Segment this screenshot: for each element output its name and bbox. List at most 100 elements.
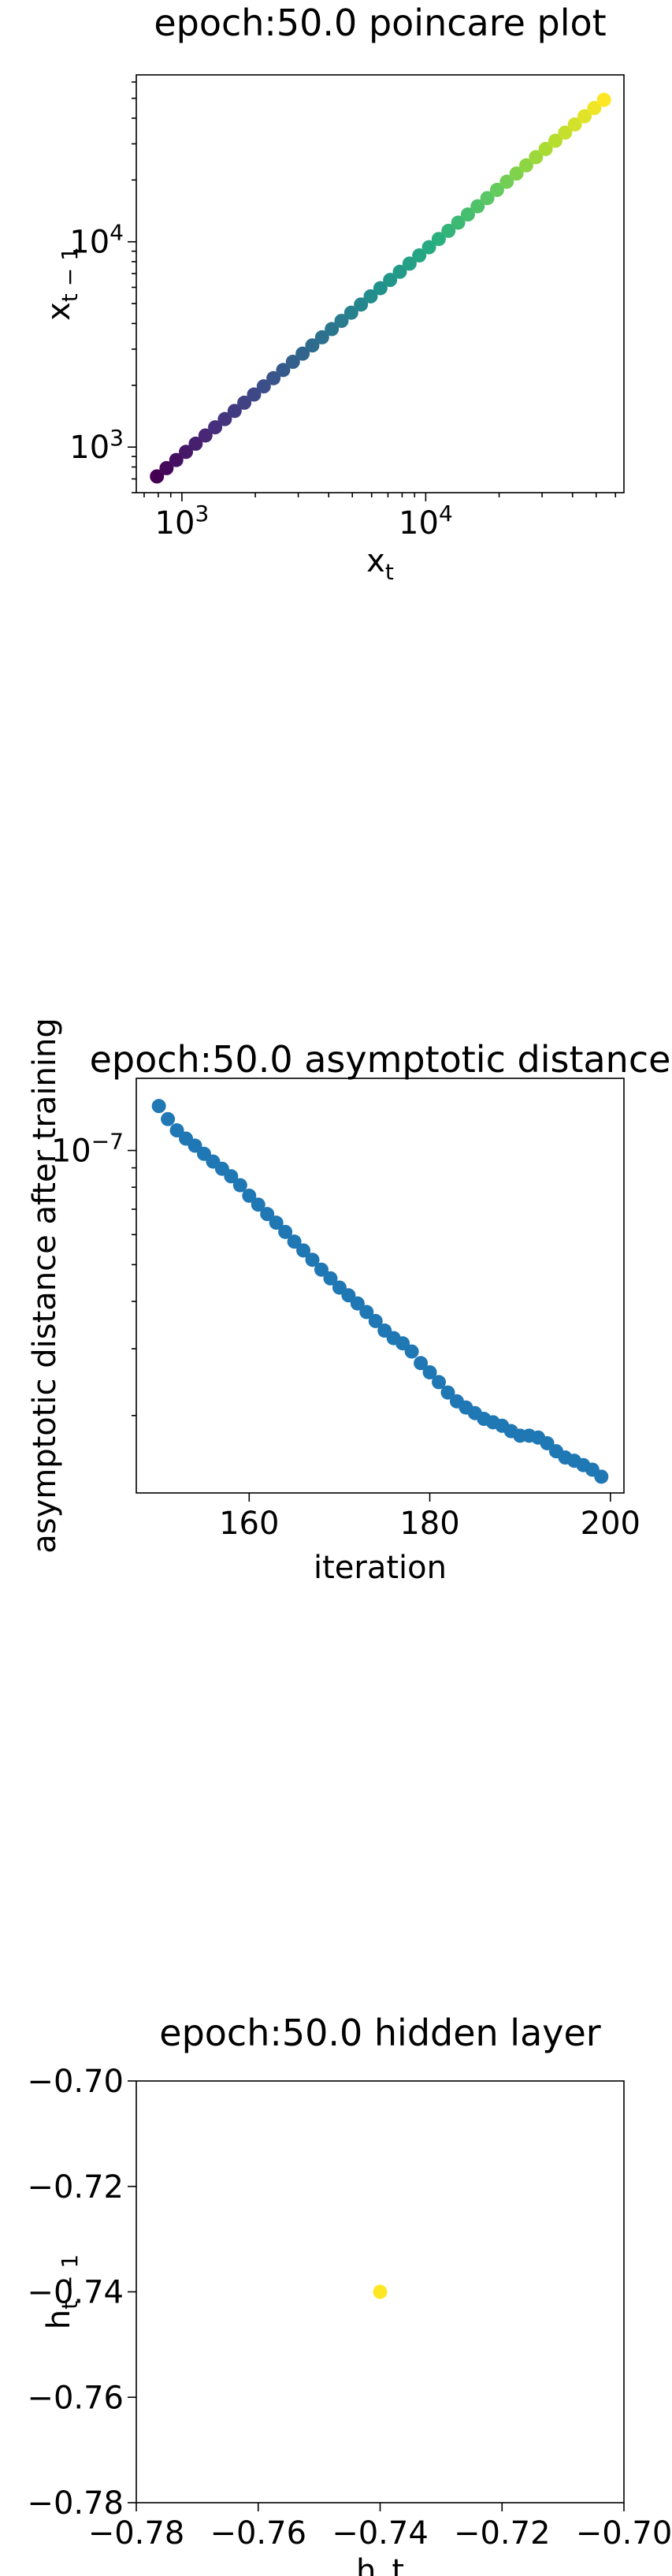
data-point xyxy=(422,1364,437,1379)
x-axis-label: xt xyxy=(366,543,394,585)
x-axis-label: iteration xyxy=(314,1550,447,1586)
data-point xyxy=(269,1215,284,1230)
data-point xyxy=(359,1305,374,1320)
y-tick-label: 103 xyxy=(69,425,124,466)
y-tick-label: 10−7 xyxy=(51,1129,124,1170)
data-point xyxy=(242,1188,257,1203)
x-tick-label: −0.76 xyxy=(210,2515,306,2552)
data-point xyxy=(251,1197,265,1212)
data-point xyxy=(421,240,436,255)
data-point xyxy=(323,1271,338,1286)
data-point xyxy=(538,141,553,156)
data-point xyxy=(368,1313,383,1328)
data-point xyxy=(594,1469,609,1484)
data-point xyxy=(237,395,252,410)
data-point xyxy=(305,338,320,353)
data-point xyxy=(161,1111,176,1126)
data-point xyxy=(587,101,602,116)
x-tick-label: 180 xyxy=(399,1506,459,1542)
chart-title: epoch:50.0 hidden layer xyxy=(159,2012,601,2054)
data-point xyxy=(489,182,504,197)
y-axis-label: asymptotic distance after training xyxy=(27,1018,63,1554)
plot-frame xyxy=(136,1078,625,1494)
data-point xyxy=(441,223,456,238)
data-point xyxy=(480,191,495,206)
x-tick-label: 160 xyxy=(219,1506,279,1542)
data-point xyxy=(314,329,329,344)
data-point xyxy=(314,1262,329,1277)
data-point xyxy=(596,92,611,107)
data-point xyxy=(295,346,310,361)
x-tick-label: 104 xyxy=(399,501,453,542)
chart-3: epoch:50.0 hidden layer −0.78 −0.76 −0.74 −0… xyxy=(27,2012,672,2576)
data-point xyxy=(169,1123,184,1138)
data-point xyxy=(373,2284,388,2299)
data-point xyxy=(518,158,533,173)
data-point xyxy=(373,281,388,296)
data-point xyxy=(151,1099,166,1114)
data-point xyxy=(412,248,427,263)
data-point xyxy=(256,379,271,394)
data-point xyxy=(392,264,407,279)
data-point xyxy=(354,297,369,312)
data-point xyxy=(363,288,378,303)
data-point xyxy=(260,1207,275,1222)
data-point xyxy=(150,469,165,484)
y-tick-label: −0.78 xyxy=(27,2485,124,2522)
data-point xyxy=(558,125,573,140)
data-point xyxy=(224,1169,239,1184)
data-point xyxy=(179,445,194,460)
chart-2: epoch:50.0 asymptotic distance 160 180 200 1… xyxy=(27,1018,670,1586)
x-axis-label: h_t xyxy=(356,2553,404,2576)
x-tick-label: −0.74 xyxy=(332,2515,429,2552)
x-tick-label: −0.78 xyxy=(88,2515,185,2552)
y-axis-label: xt − 1 xyxy=(41,247,83,321)
y-tick-label: −0.76 xyxy=(27,2380,124,2416)
data-point xyxy=(440,1385,455,1400)
data-point xyxy=(232,1178,247,1193)
data-point xyxy=(402,256,417,271)
data-point xyxy=(208,420,223,435)
data-point xyxy=(266,370,281,385)
data-point xyxy=(247,387,262,402)
data-point xyxy=(451,215,466,230)
data-point xyxy=(169,452,184,467)
data-point xyxy=(577,109,592,124)
y-tick-label: −0.72 xyxy=(27,2169,124,2206)
data-point xyxy=(227,404,242,419)
data-point xyxy=(395,1336,410,1351)
data-point xyxy=(509,166,524,181)
data-point xyxy=(499,174,514,189)
data-point xyxy=(325,322,340,337)
data-point xyxy=(198,428,213,443)
data-point xyxy=(296,1243,311,1258)
data-point xyxy=(431,232,446,247)
data-point xyxy=(343,305,358,320)
x-tick-label: −0.70 xyxy=(576,2515,672,2552)
data-point xyxy=(529,150,544,165)
x-tick-label: 103 xyxy=(155,501,210,542)
data-point xyxy=(278,1224,293,1239)
chart-title: epoch:50.0 asymptotic distance xyxy=(90,1038,671,1081)
y-tick-label: −0.70 xyxy=(27,2064,124,2100)
y-tick-label: −0.74 xyxy=(27,2275,124,2311)
data-point xyxy=(404,1344,419,1359)
plot-frame xyxy=(136,74,625,493)
y-tick-label: 104 xyxy=(69,220,124,261)
data-point xyxy=(276,363,291,378)
data-point xyxy=(414,1356,429,1371)
data-point xyxy=(287,1234,302,1249)
data-point xyxy=(432,1375,447,1390)
x-tick-label: 200 xyxy=(581,1506,640,1542)
data-point xyxy=(470,199,485,214)
data-point xyxy=(383,273,398,288)
x-tick-label: −0.72 xyxy=(454,2515,551,2552)
data-point xyxy=(187,1138,202,1153)
data-point xyxy=(159,460,174,475)
data-point xyxy=(350,1296,365,1311)
data-point xyxy=(460,207,475,222)
data-point xyxy=(305,1253,320,1268)
data-point xyxy=(341,1288,356,1303)
